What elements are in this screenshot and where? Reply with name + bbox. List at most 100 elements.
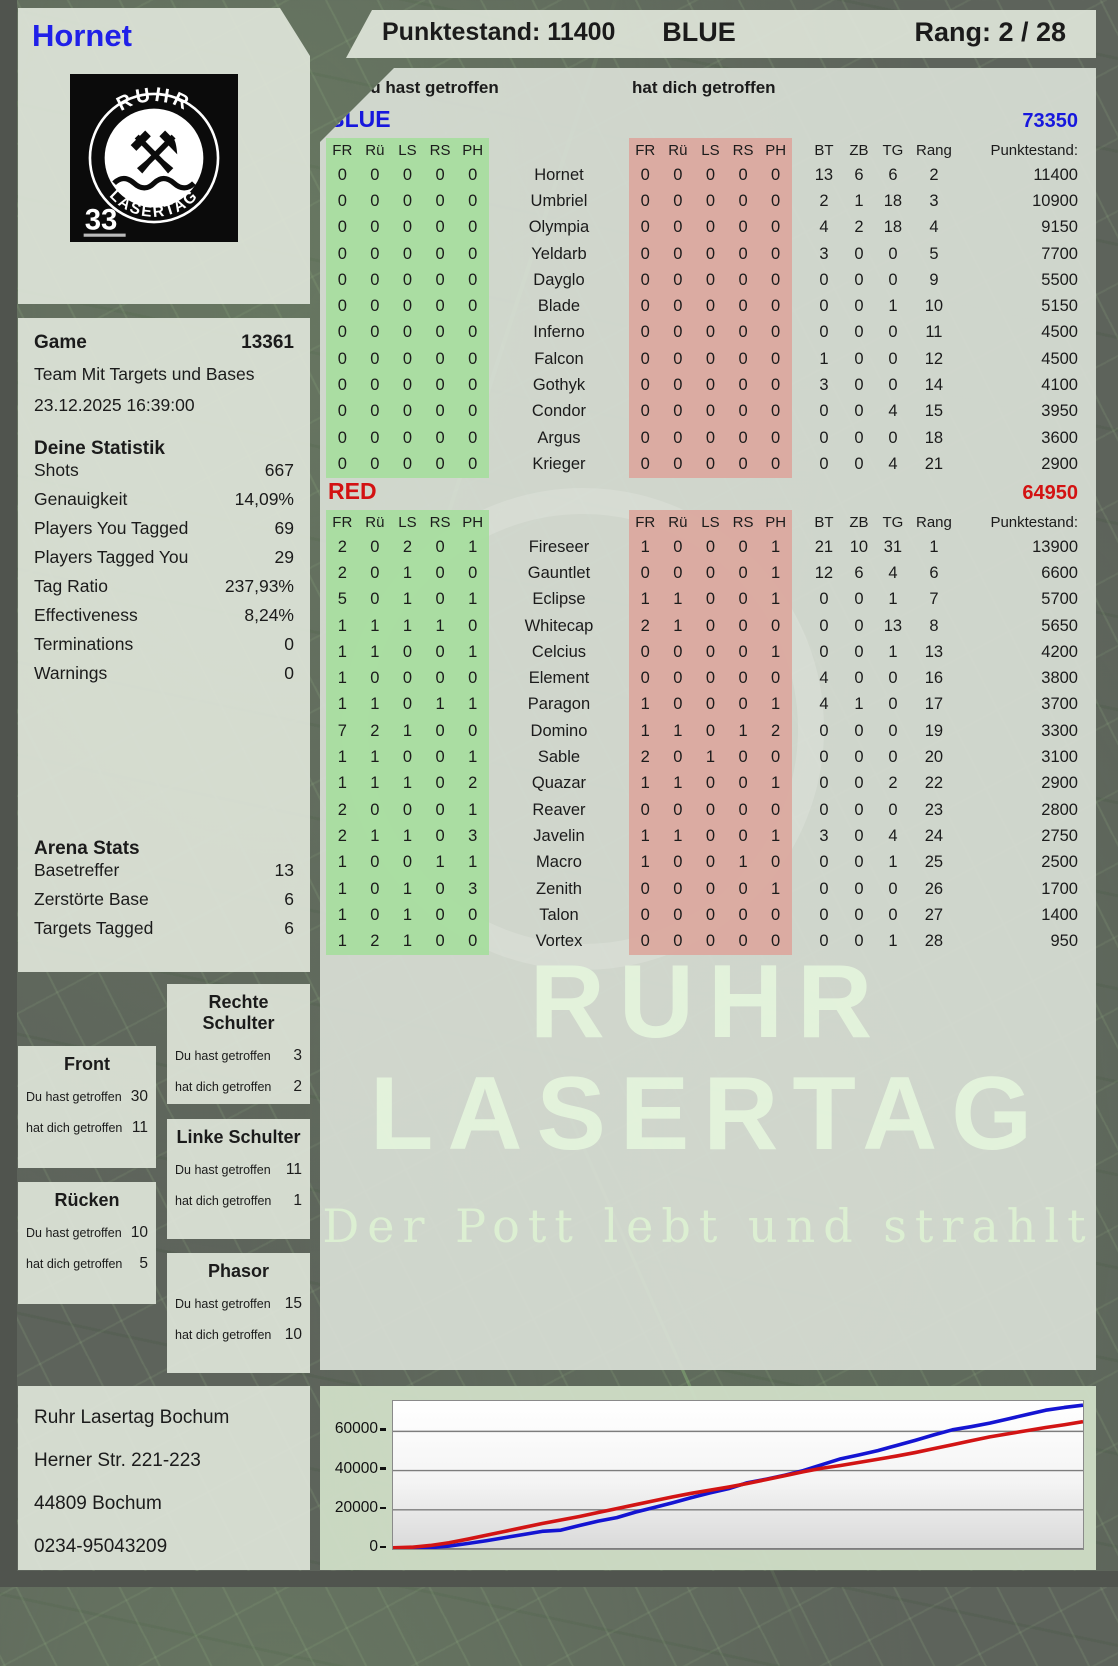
them-hit-cell: 0 — [673, 879, 683, 898]
them-hit-cell: 0 — [640, 402, 650, 421]
bt-cell: 4 — [819, 669, 829, 688]
stat-value: 69 — [274, 518, 294, 538]
them-hit-cell: 0 — [705, 297, 716, 316]
player-name-cell: Condor — [531, 402, 587, 421]
them-hit-cell: 0 — [705, 905, 716, 924]
stat-value: 29 — [274, 547, 294, 567]
you-hit-cell: 0 — [402, 642, 413, 661]
them-hit-cell: 0 — [640, 297, 650, 316]
tg-cell: 0 — [888, 244, 898, 263]
zb-cell: 2 — [854, 218, 864, 237]
tg-cell: 0 — [888, 323, 898, 342]
them-hit-cell: 0 — [705, 853, 716, 872]
chart-plot-area — [392, 1400, 1084, 1550]
punktestand-cell: 2900 — [1041, 774, 1078, 793]
hit-col-header: RS — [732, 141, 754, 159]
rang-cell: 6 — [929, 563, 939, 582]
them-hit-cell: 0 — [738, 800, 748, 819]
zb-cell: 0 — [854, 270, 864, 289]
them-hit-cell: 2 — [771, 721, 781, 740]
zb-cell: 1 — [854, 191, 864, 210]
you-hit-cell: 0 — [370, 297, 380, 316]
hit-col-header: FR — [635, 141, 656, 159]
you-hit-cell: 1 — [468, 800, 478, 819]
them-hit-cell: 0 — [705, 774, 716, 793]
punktestand-cell: 9150 — [1041, 218, 1078, 237]
them-hit-label: hat dich getroffen — [175, 1328, 272, 1342]
them-hit-cell: 0 — [738, 616, 748, 635]
bt-cell: 0 — [819, 748, 829, 767]
you-hit-cell: 1 — [435, 616, 445, 635]
them-hit-cell: 0 — [705, 323, 716, 342]
player-row: 1 1 0 0 1 Celcius 0 0 0 0 1 0 0 1 13 4200 — [320, 639, 1096, 665]
you-hit-cell: 1 — [402, 774, 413, 793]
you-hit-cell: 1 — [468, 642, 478, 661]
you-hit-cell: 0 — [402, 376, 413, 395]
you-hit-cell: 1 — [337, 642, 347, 661]
them-hit-cell: 0 — [771, 349, 781, 368]
score-progress-chart-panel: 0 20000 40000 60000 — [320, 1386, 1096, 1570]
rang-cell: 22 — [924, 774, 944, 793]
red-team-label: RED — [328, 478, 377, 504]
them-hit-cell: 0 — [673, 165, 683, 184]
you-hit-cell: 0 — [370, 402, 380, 421]
them-hit-cell: 0 — [771, 297, 781, 316]
them-hit-cell: 1 — [771, 563, 781, 582]
rang-cell: 12 — [924, 349, 944, 368]
bt-cell: 0 — [819, 905, 829, 924]
player-name-cell: Krieger — [532, 454, 586, 473]
them-hit-cell: 0 — [640, 323, 650, 342]
you-hit-value: 3 — [293, 1047, 302, 1064]
stat-row: Shots 667 — [34, 460, 294, 489]
you-hit-cell: 0 — [337, 428, 347, 447]
them-hit-cell: 1 — [640, 590, 650, 609]
tg-cell: 0 — [888, 879, 898, 898]
you-hit-cell: 1 — [402, 879, 413, 898]
tick-mark — [380, 1506, 386, 1510]
bt-cell: 0 — [819, 323, 829, 342]
player-name-cell: Javelin — [533, 826, 585, 845]
them-hit-cell: 0 — [673, 905, 683, 924]
them-hit-cell: 0 — [705, 695, 716, 714]
watermark-tagline: Der Pott lebt und strahlt — [322, 1198, 1094, 1253]
game-datetime: 23.12.2025 16:39:00 — [34, 395, 195, 415]
them-hit-cell: 0 — [640, 244, 650, 263]
player-name-cell: Umbriel — [530, 191, 588, 210]
scoreboard-panel: Du hast getroffen hat dich getroffen BLU… — [320, 68, 1096, 1370]
stat-label: Terminations — [34, 634, 134, 654]
them-hit-cell: 2 — [640, 616, 650, 635]
punktestand-cell: 4100 — [1041, 376, 1078, 395]
them-hit-cell: 0 — [738, 191, 748, 210]
hit-col-header: Rü — [668, 513, 688, 531]
hitzone-rechte-schulter: Rechte Schulter Du hast getroffen 3 hat … — [167, 984, 310, 1104]
them-hit-cell: 0 — [738, 537, 748, 556]
crossed-hammers-icon: ⚒ — [128, 122, 181, 187]
player-row: 1 0 1 0 0 Talon 0 0 0 0 0 0 0 0 27 1400 — [320, 902, 1096, 928]
player-row: 0 0 0 0 0 Falcon 0 0 0 0 0 1 0 0 12 4500 — [320, 346, 1096, 372]
bt-cell: 0 — [819, 428, 829, 447]
them-hit-cell: 0 — [640, 191, 650, 210]
you-hit-cell: 0 — [435, 774, 445, 793]
you-hit-cell: 0 — [468, 563, 478, 582]
hitzone-title: Front — [64, 1054, 110, 1074]
them-hit-cell: 0 — [705, 879, 716, 898]
punktestand-cell: 950 — [1050, 932, 1078, 951]
player-row: 5 0 1 0 1 Eclipse 1 1 0 0 1 0 0 1 7 5700 — [320, 587, 1096, 613]
them-hit-cell: 0 — [640, 932, 650, 951]
stat-col-header: TG — [882, 513, 904, 531]
stat-col-header: ZB — [849, 141, 869, 159]
them-hit-cell: 0 — [771, 853, 781, 872]
rang-cell: 19 — [924, 721, 944, 740]
watermark: RUHR LASERTAG Der Pott lebt und strahlt — [320, 946, 1096, 1253]
zb-cell: 0 — [854, 244, 864, 263]
zb-cell: 0 — [854, 853, 864, 872]
them-hit-cell: 1 — [705, 748, 716, 767]
you-hit-cell: 0 — [435, 537, 445, 556]
them-hit-cell: 0 — [771, 428, 781, 447]
hit-col-header: LS — [398, 513, 417, 531]
bt-cell: 0 — [819, 402, 829, 421]
them-hit-cell: 0 — [673, 323, 683, 342]
rang-cell: 26 — [924, 879, 944, 898]
them-hit-cell: 0 — [705, 800, 716, 819]
them-hit-cell: 0 — [771, 748, 781, 767]
